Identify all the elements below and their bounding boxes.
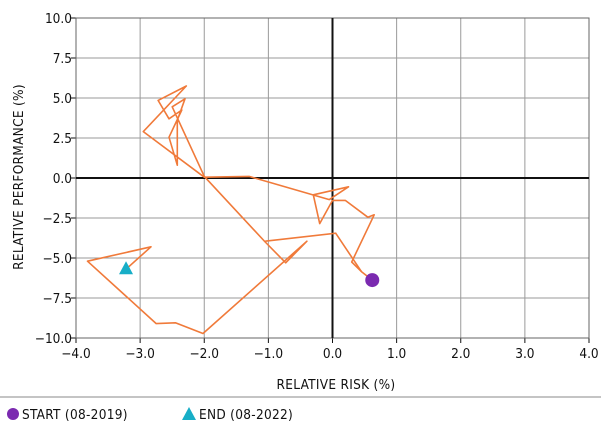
legend-end-label: END (08-2022): [199, 407, 293, 423]
y-tick-label: 5.0: [53, 91, 72, 107]
x-tick-label: 2.0: [451, 346, 470, 362]
y-tick-label: −7.5: [43, 291, 73, 307]
x-tick-label: 0.0: [323, 346, 342, 362]
y-tick-label: −5.0: [43, 251, 73, 267]
x-tick-label: 4.0: [579, 346, 598, 362]
y-tick-label: 7.5: [53, 51, 72, 67]
y-tick-label: −2.5: [43, 211, 73, 227]
legend-start-marker: [7, 408, 19, 420]
tick-labels: −4.0 −3.0 −2.0 −1.0 0.0 1.0 2.0 3.0 4.0 10.0 7.5 5.…: [35, 11, 599, 362]
end-marker: [119, 261, 134, 275]
axes: [71, 17, 590, 343]
y-tick-label: 10.0: [45, 11, 72, 27]
start-marker: [365, 273, 380, 288]
y-tick-label: −10.0: [35, 331, 72, 347]
x-tick-label: 3.0: [515, 346, 534, 362]
y-tick-label: 2.5: [53, 131, 72, 147]
performance-line-segment: [265, 232, 363, 273]
x-tick-label: −3.0: [125, 346, 155, 362]
x-tick-label: 1.0: [387, 346, 406, 362]
performance-line: [86, 85, 375, 335]
x-axis-title: RELATIVE RISK (%): [277, 377, 396, 393]
x-tick-label: −2.0: [190, 346, 220, 362]
y-tick-label: 0.0: [53, 171, 72, 187]
legend: START (08-2019) END (08-2022): [7, 407, 293, 423]
data-series: [86, 85, 375, 335]
y-axis-title: RELATIVE PERFORMANCE (%): [11, 84, 27, 270]
x-tick-label: −1.0: [254, 346, 284, 362]
markers: [119, 261, 380, 288]
x-tick-label: −4.0: [61, 346, 91, 362]
legend-end-marker: [182, 407, 196, 420]
legend-start-label: START (08-2019): [22, 407, 128, 423]
